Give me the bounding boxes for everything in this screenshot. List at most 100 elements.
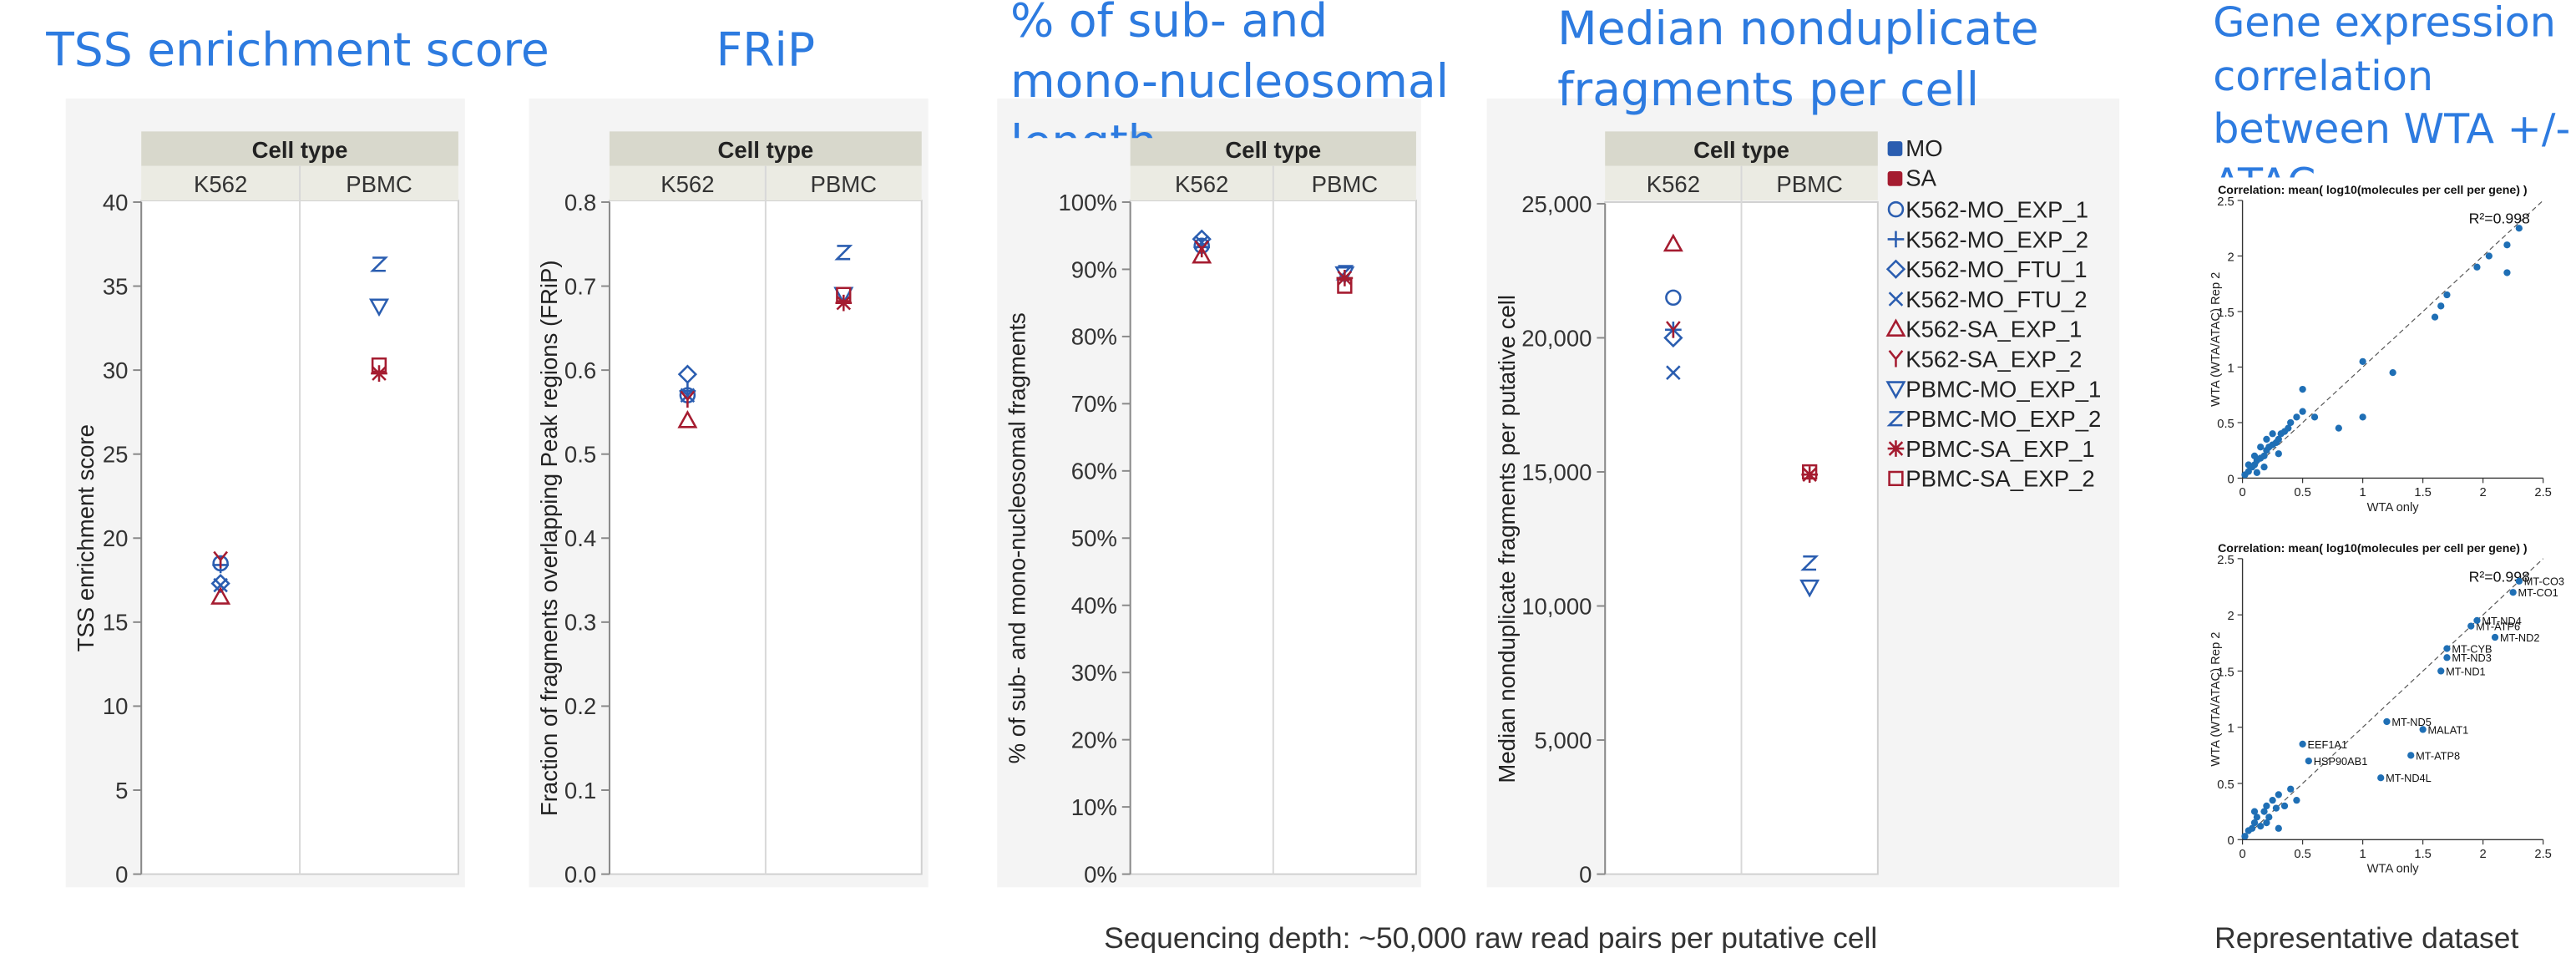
- legend-marker: [1888, 291, 1904, 307]
- x-tick-label: 2: [2480, 848, 2487, 861]
- data-point: [213, 577, 228, 593]
- legend-label: K562-MO_EXP_2: [1905, 226, 2088, 252]
- legend-label: SA: [1905, 165, 1936, 191]
- y-tick-label: 5: [115, 778, 128, 803]
- y-tick-label: 60%: [1071, 459, 1117, 484]
- x-axis-label: WTA only: [2367, 501, 2420, 515]
- y-tick-label: 0: [2228, 834, 2234, 848]
- chart-title-box: Gene expression correlation between WTA …: [2213, 0, 2570, 177]
- data-point: [2280, 802, 2289, 810]
- data-point: [1194, 235, 1209, 251]
- y-axis-label: % of sub- and mono-nucleosomal fragments: [1005, 312, 1030, 763]
- data-point: [368, 298, 390, 317]
- data-point: [2275, 791, 2282, 798]
- y-tick-label: 0: [115, 861, 128, 887]
- x-tick-label: 0: [2239, 848, 2245, 861]
- header-label: Cell type: [1225, 137, 1321, 163]
- data-point: [2241, 833, 2249, 840]
- y-tick-label: 25: [103, 442, 129, 468]
- y-tick-label: 0%: [1084, 861, 1117, 887]
- legend-marker: [1885, 381, 1906, 399]
- y-tick-label: 0.4: [564, 525, 596, 551]
- legend-marker: [1885, 318, 1906, 337]
- data-point: [2443, 654, 2451, 662]
- data-point: [2250, 819, 2259, 827]
- y-tick-label: 40%: [1071, 593, 1117, 619]
- data-point: [2272, 804, 2280, 812]
- data-point: [2263, 819, 2270, 827]
- data-point: [2443, 645, 2451, 652]
- y-tick-label: 35: [103, 273, 129, 299]
- data-point: [2503, 241, 2511, 249]
- legend-marker: [1887, 440, 1905, 457]
- data-point: [2473, 616, 2481, 625]
- data-point: [2437, 302, 2445, 310]
- x-tick-label: 0.5: [2294, 486, 2311, 499]
- data-point: [2515, 225, 2523, 232]
- chart-title-box: TSS enrichment score: [46, 23, 549, 78]
- data-point: [2257, 444, 2265, 451]
- data-point: [2383, 717, 2391, 726]
- chart-title: Median nonduplicate fragments per cell: [1557, 1, 2039, 117]
- chart-title-box: % of sub- and mono-nucleosomal length: [1010, 0, 1449, 138]
- legend-label: PBMC-MO_EXP_2: [1905, 406, 2101, 432]
- legend-label: K562-MO_FTU_2: [1905, 286, 2087, 312]
- x-tick-label: PBMC: [1312, 171, 1379, 197]
- y-tick-label: 10: [103, 693, 129, 719]
- data-point: [2299, 408, 2306, 415]
- x-tick-label: 0: [2239, 486, 2245, 499]
- header-label: Cell type: [252, 137, 348, 163]
- y-tick-label: 30: [103, 357, 129, 383]
- data-point: [371, 365, 387, 382]
- data-point: [2407, 752, 2415, 759]
- point-label: MT-ATP8: [2416, 749, 2460, 762]
- data-point: [2275, 435, 2282, 444]
- legend-marker: [1888, 470, 1904, 487]
- legend-swatch: [1887, 141, 1903, 156]
- data-point: [370, 256, 388, 272]
- y-tick-label: 15,000: [1521, 459, 1592, 485]
- data-point: [2310, 413, 2319, 421]
- data-point: [1663, 327, 1683, 348]
- chart-title-box: Median nonduplicate fragments per cell: [1557, 1, 2039, 117]
- data-point: [677, 409, 698, 428]
- chart-title: TSS enrichment score: [46, 23, 549, 78]
- legend-label: MO: [1905, 135, 1942, 161]
- data-point: [2503, 269, 2511, 276]
- data-point: [1194, 240, 1210, 258]
- x-tick-label: PBMC: [346, 171, 412, 197]
- subtitle: Correlation: mean( log10(molecules per c…: [2218, 542, 2528, 555]
- data-point: [2269, 797, 2276, 804]
- x-tick-label: PBMC: [1776, 171, 1843, 197]
- data-point: [680, 388, 696, 403]
- y-tick-label: 50%: [1071, 525, 1117, 551]
- y-axis-label: WTA (WTA/ATAC) Rep 2: [2209, 631, 2223, 766]
- data-point: [1800, 555, 1819, 571]
- annotation: R²=0.998: [2469, 568, 2530, 585]
- y-tick-label: 2.5: [2217, 195, 2234, 209]
- y-tick-label: 2: [2228, 610, 2234, 623]
- subtitle: Correlation: mean( log10(molecules per c…: [2218, 184, 2528, 197]
- y-tick-label: 0.3: [564, 610, 596, 636]
- data-point: [2293, 413, 2300, 421]
- x-tick-label: K562: [1175, 171, 1228, 197]
- x-tick-label: 2.5: [2534, 848, 2552, 861]
- chart-title: FRiP: [716, 23, 816, 78]
- data-point: [1663, 233, 1683, 252]
- data-point: [2443, 291, 2451, 299]
- legend-marker: [1888, 350, 1904, 368]
- data-point: [2275, 824, 2282, 832]
- y-axis-label: TSS enrichment score: [73, 424, 99, 651]
- header-label: Cell type: [1693, 137, 1789, 163]
- y-tick-label: 0.5: [2217, 418, 2234, 431]
- y-tick-label: 0.6: [564, 357, 596, 383]
- legend-label: PBMC-SA_EXP_2: [1905, 466, 2094, 492]
- data-point: [2248, 824, 2256, 832]
- y-tick-label: 5,000: [1535, 727, 1592, 753]
- y-tick-label: 100%: [1058, 190, 1116, 215]
- y-axis-label: Median nonduplicate fragments per putati…: [1494, 295, 1520, 783]
- data-point: [2285, 424, 2292, 432]
- data-point: [836, 286, 852, 302]
- y-tick-label: 30%: [1071, 660, 1117, 686]
